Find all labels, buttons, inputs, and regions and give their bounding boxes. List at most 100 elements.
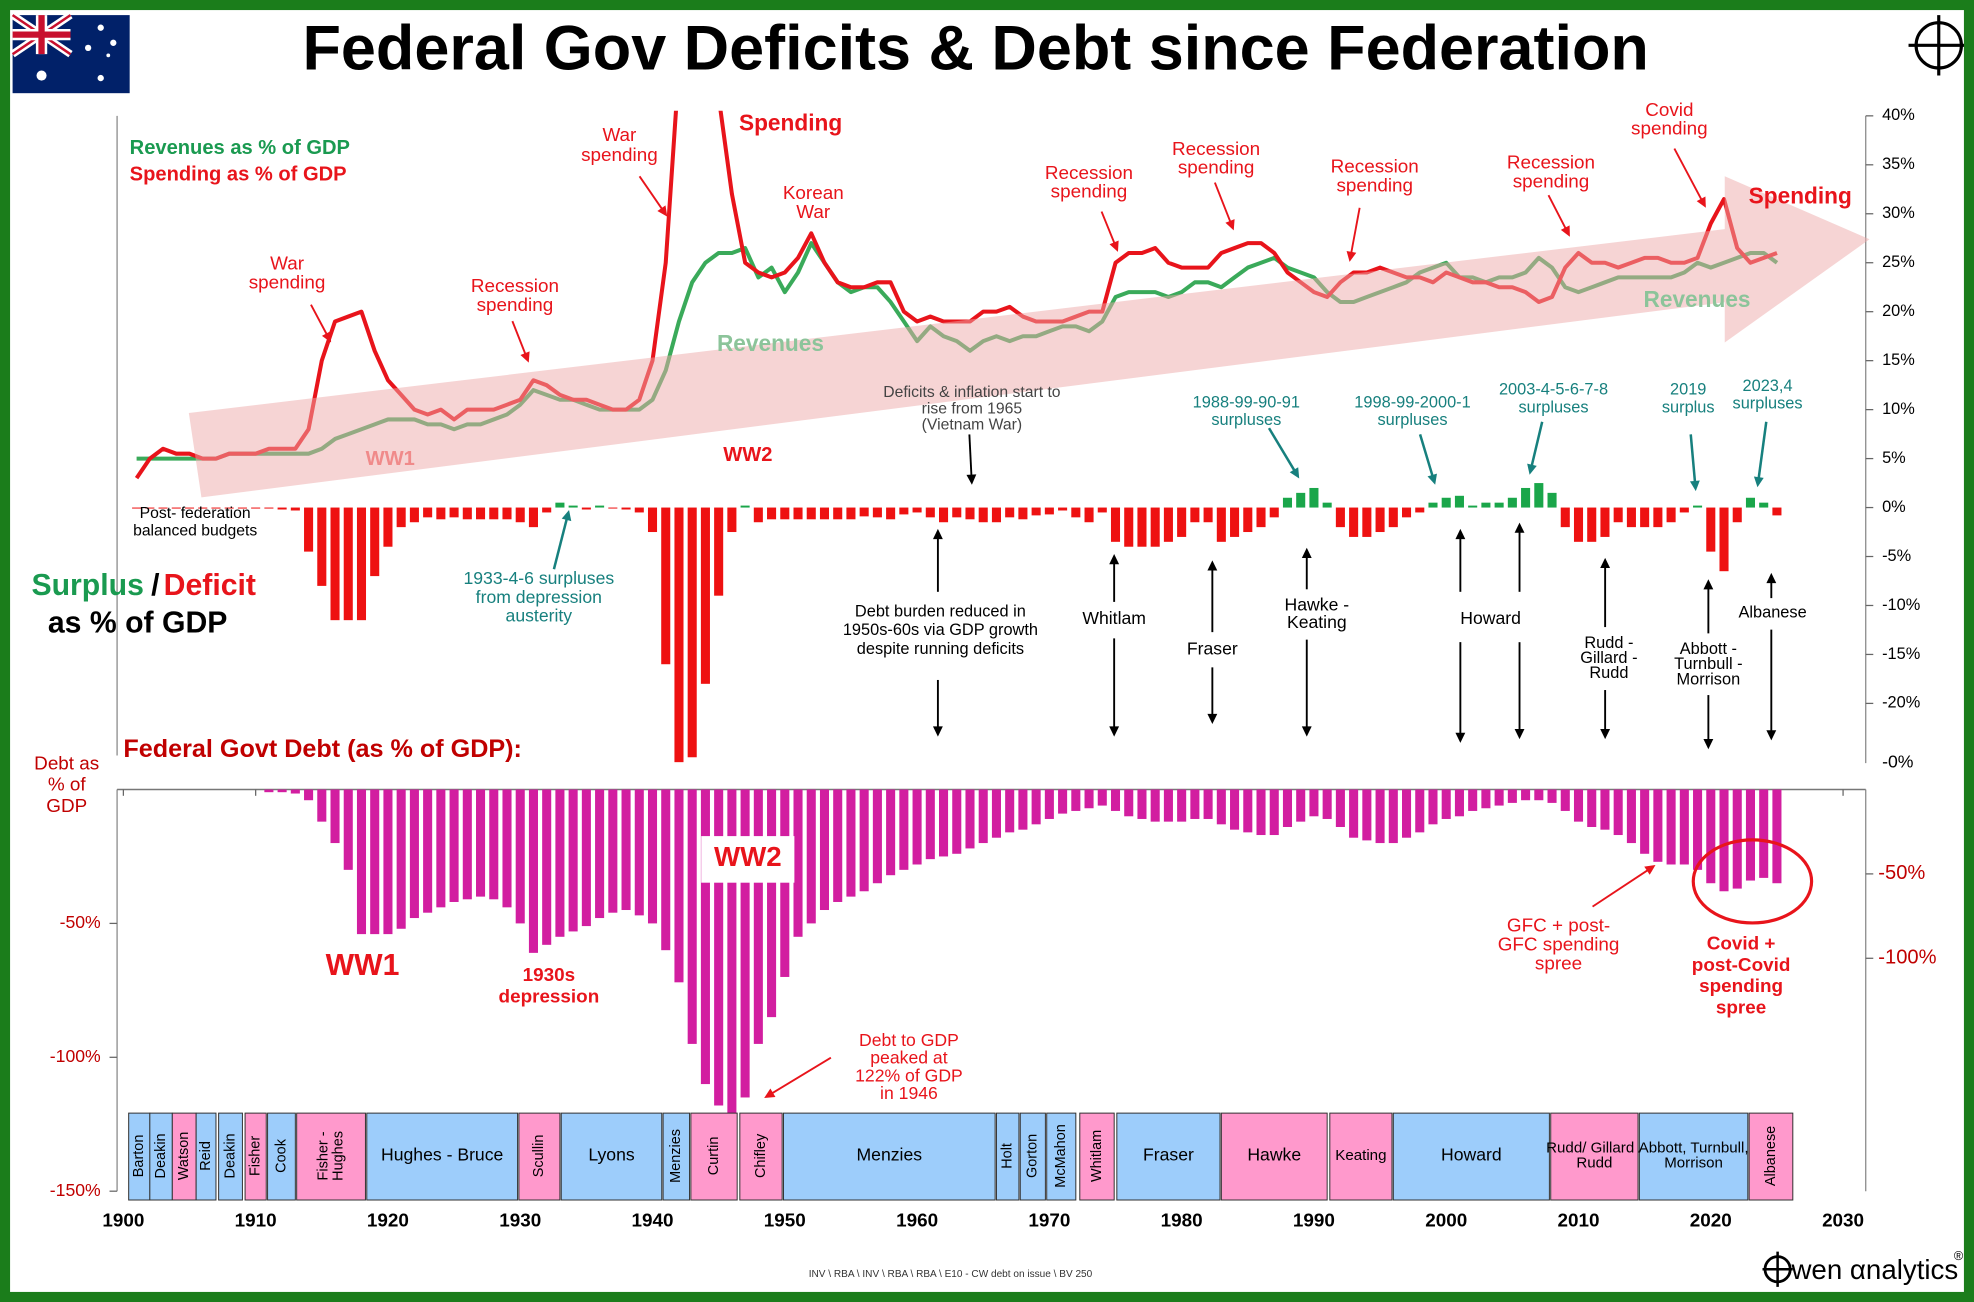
- annotation: Federal Govt Debt (as % of GDP):: [123, 735, 522, 763]
- bar: [714, 789, 724, 1106]
- bar: [1375, 789, 1385, 844]
- bar: [462, 507, 472, 520]
- bar: [621, 507, 631, 510]
- bar: [674, 789, 684, 983]
- bar: [489, 507, 499, 520]
- arrow-head: [1689, 480, 1700, 492]
- bar: [277, 507, 287, 510]
- bar: [1481, 502, 1491, 508]
- bar: [674, 507, 684, 763]
- bar: [1335, 789, 1345, 828]
- bar: [304, 507, 314, 552]
- annotation: % of: [48, 775, 87, 796]
- bar: [899, 507, 909, 515]
- annotation: Spending: [739, 110, 842, 136]
- annotation: from depression: [476, 587, 602, 607]
- bar: [991, 789, 1001, 838]
- bar: [1719, 507, 1729, 572]
- pm-box: [1748, 1112, 1794, 1201]
- bar: [542, 789, 552, 945]
- annotation: War: [796, 202, 830, 223]
- bar: [952, 507, 962, 518]
- y-tick-label: 0%: [1882, 498, 1906, 516]
- bar: [1388, 507, 1398, 528]
- pm-name: Deakin: [153, 1133, 169, 1178]
- bar: [1759, 502, 1769, 508]
- annotation: spending: [1699, 976, 1783, 997]
- bar: [317, 507, 327, 586]
- y-tick-label: -15%: [1882, 645, 1920, 663]
- bar: [1772, 789, 1782, 884]
- bar: [1573, 507, 1584, 542]
- annotation: Recession: [471, 276, 559, 297]
- arrow-head: [1514, 522, 1525, 533]
- arrow-head: [321, 331, 332, 343]
- logo-mark-r: ®: [1954, 1249, 1964, 1263]
- bar: [396, 507, 406, 528]
- bar: [1150, 507, 1160, 547]
- pm-name: Rudd: [1576, 1154, 1612, 1171]
- bar: [819, 789, 830, 911]
- bar: [925, 507, 935, 518]
- y-tick-label: -5%: [1882, 547, 1911, 565]
- bar: [1402, 789, 1412, 838]
- pm-name: Gorton: [1025, 1134, 1041, 1178]
- bar: [899, 789, 909, 870]
- bar: [1018, 507, 1028, 520]
- bar: [184, 507, 195, 509]
- bar: [383, 507, 393, 547]
- annotation: 1950s-60s via GDP growth: [843, 621, 1038, 639]
- bar: [767, 507, 777, 520]
- bar: [1124, 789, 1134, 817]
- bar: [846, 507, 856, 520]
- bar: [1256, 507, 1266, 528]
- x-tick-label: 1910: [235, 1210, 277, 1231]
- arrow-head: [1753, 476, 1764, 488]
- pm-box: [1019, 1112, 1046, 1201]
- bar: [1388, 789, 1398, 844]
- bar: [1441, 789, 1451, 819]
- bar: [608, 507, 618, 509]
- bar: [436, 789, 446, 908]
- arrow-head: [1301, 726, 1312, 737]
- bar: [1428, 789, 1438, 825]
- bar: [356, 789, 367, 935]
- bar: [515, 789, 525, 924]
- arrow-line: [310, 304, 329, 336]
- annotation: despite running deficits: [857, 640, 1024, 658]
- annotation: Covid: [1645, 100, 1693, 121]
- annotation: depression: [499, 986, 600, 1007]
- bar: [542, 507, 552, 513]
- arrow-head: [1455, 528, 1466, 540]
- arrow-line: [1267, 427, 1297, 473]
- bar: [1005, 789, 1015, 833]
- x-tick-label: 2010: [1558, 1210, 1600, 1231]
- bar: [978, 507, 988, 523]
- pm-name: Fisher: [247, 1136, 263, 1176]
- bar: [767, 789, 777, 1018]
- arrow-head: [1109, 726, 1120, 737]
- pm-box: [1638, 1112, 1749, 1201]
- x-tick-label: 1920: [367, 1210, 409, 1231]
- arrow-head: [520, 351, 530, 363]
- bar: [647, 789, 658, 924]
- bar: [1150, 789, 1160, 822]
- bar: [383, 789, 393, 935]
- bar: [1230, 507, 1240, 537]
- pm-name: Howard: [1441, 1145, 1502, 1165]
- arrow-head: [1109, 554, 1120, 565]
- bar: [806, 507, 816, 520]
- x-tick-label: 1930: [499, 1210, 541, 1231]
- bar: [1534, 483, 1544, 508]
- arrow-line: [1213, 182, 1232, 224]
- x-tick-label: 1990: [1293, 1210, 1335, 1231]
- bar: [1296, 492, 1306, 508]
- annotation: spending: [1513, 172, 1590, 193]
- bar: [740, 789, 750, 1098]
- bar: [1031, 789, 1041, 825]
- bar: [1084, 789, 1094, 809]
- arrow-line: [552, 517, 569, 570]
- annotation: Recession: [1507, 153, 1595, 174]
